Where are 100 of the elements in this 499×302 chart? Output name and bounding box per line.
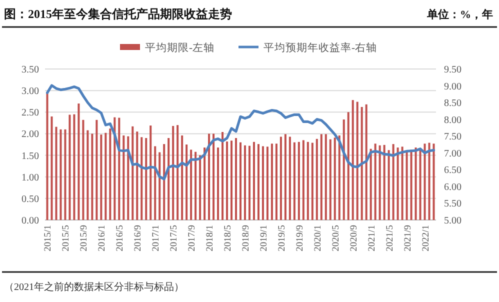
bar: [217, 148, 220, 220]
y-tick-label: 0.00: [22, 216, 39, 226]
y2-tick-label: 5.00: [444, 216, 462, 226]
bar: [410, 150, 412, 220]
bar: [378, 145, 381, 220]
bar: [82, 120, 84, 220]
bar: [64, 129, 66, 220]
x-tick-label: 2020/5: [331, 224, 342, 252]
bar: [194, 152, 197, 220]
y2-tick-label: 7.00: [444, 148, 462, 160]
bar: [284, 134, 286, 220]
bar: [50, 116, 53, 220]
bar: [257, 144, 260, 220]
bar: [96, 120, 98, 220]
bar: [342, 119, 345, 220]
x-tick-label: 2019/9: [295, 224, 306, 252]
bar: [226, 141, 228, 220]
bar: [230, 140, 233, 220]
y-tick-label: 2.00: [22, 129, 39, 140]
bar: [86, 130, 89, 220]
bar: [401, 146, 404, 220]
bar: [288, 136, 291, 220]
bar: [329, 139, 332, 220]
legend-label: 平均期限-左轴: [145, 41, 214, 54]
x-tick-label: 2017/1: [152, 224, 162, 252]
bar: [356, 102, 358, 220]
bar: [316, 138, 318, 220]
y-tick-label: 0.50: [22, 194, 39, 205]
bar: [190, 150, 192, 220]
bar: [199, 155, 202, 220]
text: （2021年之前的数据未区分非标与标品）: [4, 281, 184, 293]
x-tick-label: 2015/1: [44, 224, 54, 252]
bar: [55, 126, 58, 220]
y2-tick-label: 6.50: [444, 165, 462, 176]
bar: [114, 117, 116, 220]
x-tick-label: 2020/9: [349, 224, 360, 252]
y2-tick-label: 9.00: [444, 81, 462, 92]
bar: [204, 148, 206, 220]
x-tick-label: 2022/1: [421, 224, 432, 252]
bar: [248, 146, 250, 220]
bar: [275, 144, 278, 220]
y2-tick-label: 6.00: [444, 182, 462, 193]
bar: [172, 126, 174, 220]
bar: [122, 135, 125, 220]
bar: [302, 140, 304, 220]
x-tick-label: 2020/1: [313, 224, 324, 252]
y-tick-label: 1.00: [22, 172, 39, 184]
x-tick-label: 2019/1: [259, 224, 270, 252]
bar: [365, 104, 368, 220]
bar: [186, 144, 188, 220]
bar: [208, 134, 210, 220]
bar: [168, 138, 170, 220]
bar: [280, 136, 282, 220]
bar: [396, 148, 399, 220]
bar: [374, 144, 376, 220]
x-tick-label: 2017/5: [170, 224, 180, 252]
x-tick-label: 2017/9: [188, 224, 198, 252]
bar: [181, 135, 184, 220]
bar: [234, 138, 238, 220]
line-series: [46, 84, 436, 180]
y2-tick-label: 9.50: [444, 64, 462, 76]
bar: [127, 136, 130, 220]
bar: [244, 145, 246, 220]
bar: [324, 134, 327, 220]
bar: [347, 112, 350, 220]
bar: [68, 114, 71, 220]
bar: [266, 146, 268, 220]
y2-tick-label: 8.50: [444, 98, 462, 110]
bar: [388, 150, 390, 220]
bar: [252, 142, 255, 220]
x-tick-label: 2021/1: [367, 224, 378, 252]
y2-tick-label: 7.50: [444, 132, 462, 143]
y-tick-label: 2.50: [22, 108, 39, 119]
x-tick-label: 2021/9: [403, 224, 414, 252]
bar: [334, 138, 336, 220]
x-tick-label: 2021/5: [385, 224, 396, 252]
bar: [262, 146, 264, 220]
bar: [140, 137, 143, 220]
bar: [424, 144, 426, 220]
bar: [100, 134, 102, 220]
y2-tick-label: 5.50: [444, 198, 462, 210]
x-tick-label: 2018/1: [206, 224, 216, 252]
bar: [270, 144, 273, 220]
x-tick-label: 2016/5: [116, 224, 126, 252]
bar: [293, 142, 296, 220]
bar: [212, 134, 215, 220]
bar: [392, 144, 394, 220]
bar: [419, 148, 422, 220]
bar: [360, 106, 363, 220]
bar: [73, 114, 76, 220]
bar: [406, 150, 408, 220]
bar: [176, 125, 179, 220]
bar: [136, 132, 138, 220]
bar: [370, 148, 372, 220]
y-tick-label: 3.00: [22, 86, 39, 98]
bar: [145, 138, 148, 220]
bar: [222, 132, 224, 220]
bar: [163, 144, 166, 220]
y-tick-label: 1.50: [22, 150, 39, 162]
bar: [320, 134, 322, 220]
